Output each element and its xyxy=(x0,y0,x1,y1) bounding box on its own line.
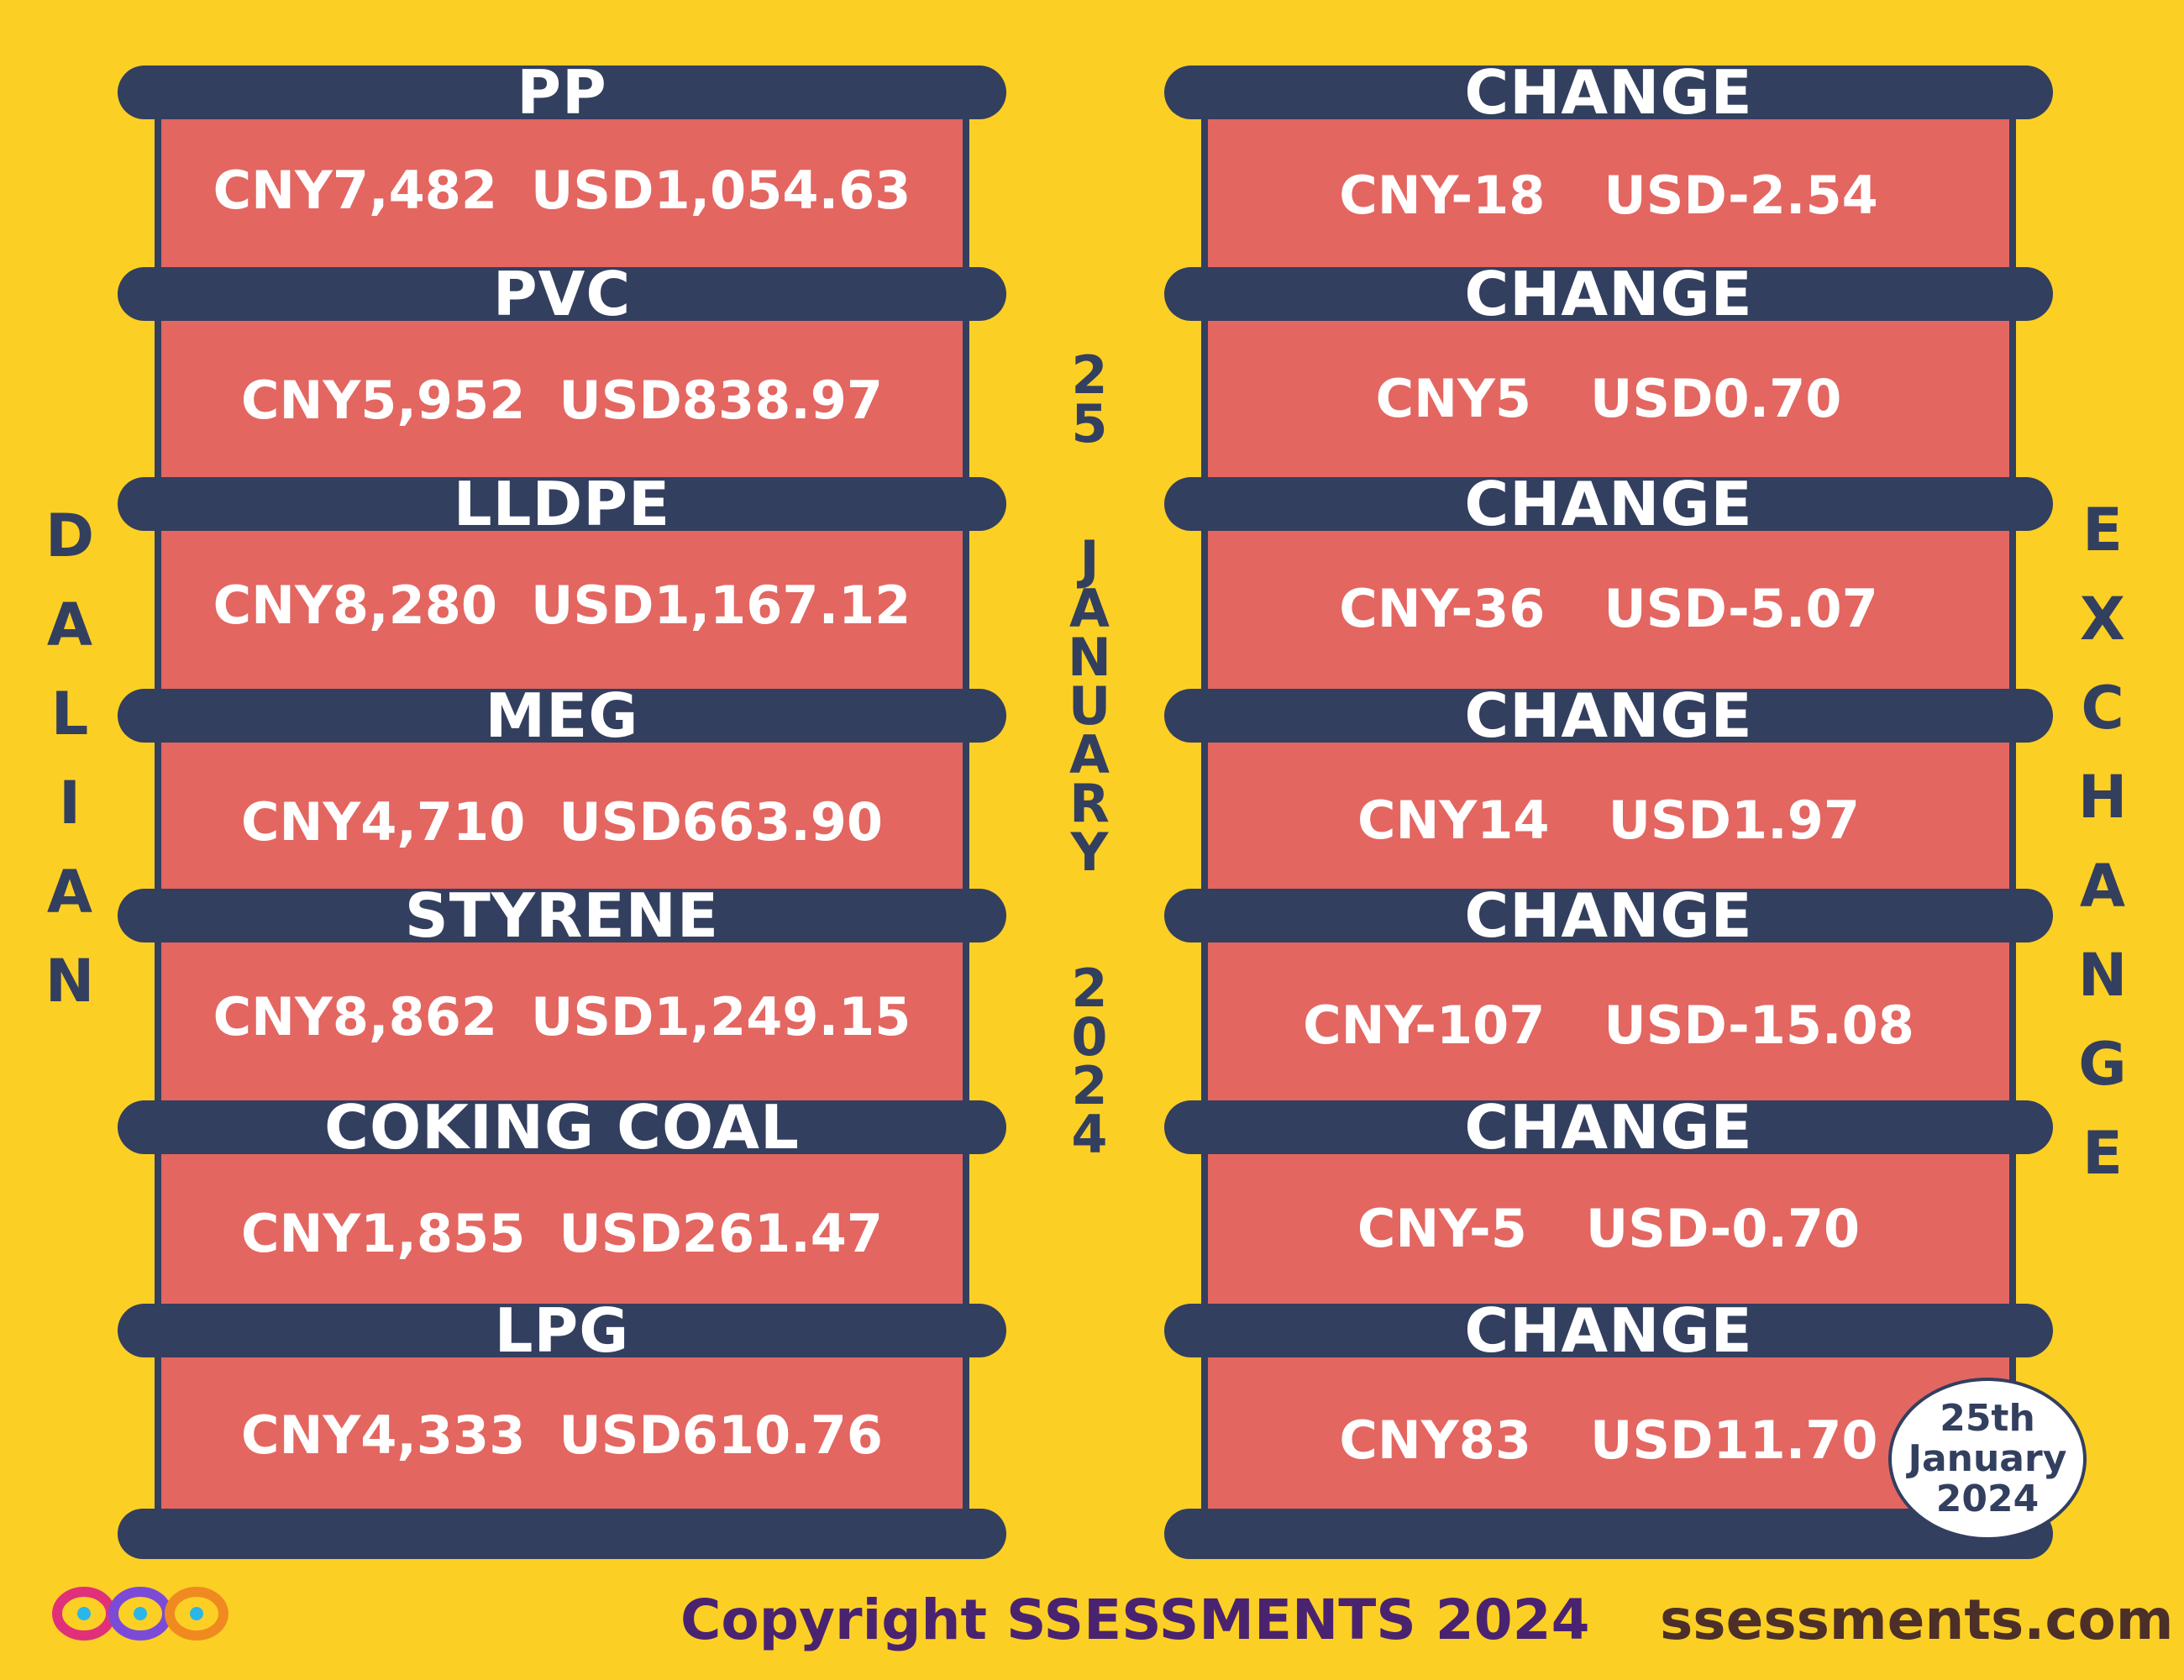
change-panel: CNY83 USD11.70 xyxy=(1201,1357,2016,1509)
change-cny: CNY-107 xyxy=(1303,995,1546,1056)
date-char: R xyxy=(1069,773,1110,834)
price-usd: USD261.47 xyxy=(559,1203,884,1264)
dalian-letter: I xyxy=(58,769,81,837)
change-usd: USD-15.08 xyxy=(1604,995,1914,1056)
change-usd: USD11.70 xyxy=(1590,1410,1878,1471)
change-header: CHANGE xyxy=(1164,474,2053,534)
date-char: 2 xyxy=(1071,958,1108,1019)
change-usd: USD0.70 xyxy=(1590,368,1842,429)
product-header-lpg: LPG xyxy=(118,1300,1006,1361)
price-cny: CNY4,710 xyxy=(240,791,526,853)
product-header-meg: MEG xyxy=(118,685,1006,746)
change-panel: CNY-107 USD-15.08 xyxy=(1201,942,2016,1100)
product-header-pvc: PVC xyxy=(118,264,1006,324)
change-header: CHANGE xyxy=(1164,885,2053,946)
change-panel: CNY-18 USD-2.54 xyxy=(1201,119,2016,267)
date-vertical-label: 2 5 J A N U A R Y 2 0 2 4 xyxy=(1060,344,1119,1165)
exchange-letter: E xyxy=(2082,496,2123,564)
price-panel-lldpe: CNY8,280 USD1,167.12 xyxy=(155,531,969,689)
exchange-vertical-label: E X C H A N G E xyxy=(2073,486,2132,1198)
date-char: 2 xyxy=(1071,344,1108,406)
price-cny: CNY8,862 xyxy=(213,986,497,1047)
date-badge-day: 25th xyxy=(1940,1397,2035,1440)
change-usd: USD-5.07 xyxy=(1604,578,1878,639)
price-panel-coking-coal: CNY1,855 USD261.47 xyxy=(155,1154,969,1304)
change-usd: USD1.97 xyxy=(1608,790,1860,851)
date-spacer xyxy=(1060,449,1119,536)
price-panel-meg: CNY4,710 USD663.90 xyxy=(155,743,969,889)
change-usd: USD-0.70 xyxy=(1585,1198,1861,1259)
exchange-letter: E xyxy=(2082,1119,2123,1188)
date-badge-year: 2024 xyxy=(1935,1478,2040,1520)
date-char: J xyxy=(1079,529,1100,591)
price-cny: CNY8,280 xyxy=(213,575,497,636)
change-panel: CNY-5 USD-0.70 xyxy=(1201,1154,2016,1304)
change-cny: CNY14 xyxy=(1357,790,1550,851)
price-usd: USD663.90 xyxy=(559,791,884,853)
change-header: CHANGE xyxy=(1164,1097,2053,1158)
exchange-letter: C xyxy=(2081,674,2124,743)
change-cny: CNY-18 xyxy=(1339,165,1546,226)
price-panel-pp: CNY7,482 USD1,054.63 xyxy=(155,119,969,267)
dalian-letter: A xyxy=(46,591,93,659)
price-cny: CNY7,482 xyxy=(213,160,497,221)
product-header-pp: PP xyxy=(118,62,1006,123)
dalian-vertical-label: D A L I A N xyxy=(40,491,99,1026)
date-char: U xyxy=(1068,675,1111,737)
date-badge-month: January xyxy=(1908,1437,2067,1480)
dalian-letter: N xyxy=(45,947,95,1016)
price-panel-pvc: CNY5,952 USD838.97 xyxy=(155,321,969,477)
date-char: 2 xyxy=(1071,1055,1108,1116)
dalian-letter: L xyxy=(50,680,89,748)
date-badge: 25th January 2024 xyxy=(1888,1378,2087,1541)
exchange-letter: H xyxy=(2077,763,2128,832)
change-header: CHANGE xyxy=(1164,685,2053,746)
price-panel-lpg: CNY4,333 USD610.76 xyxy=(155,1357,969,1509)
website-link[interactable]: ssessments.com xyxy=(1660,1588,2174,1652)
bottom-band xyxy=(118,1509,1006,1559)
exchange-letter: N xyxy=(2077,941,2128,1010)
change-cny: CNY5 xyxy=(1375,368,1531,429)
date-char: A xyxy=(1069,578,1110,639)
date-char: 0 xyxy=(1071,1006,1108,1068)
change-header: CHANGE xyxy=(1164,62,2053,123)
price-usd: USD838.97 xyxy=(559,370,884,431)
price-usd: USD1,249.15 xyxy=(531,986,911,1047)
exchange-letter: X xyxy=(2080,585,2125,654)
price-panel-styrene: CNY8,862 USD1,249.15 xyxy=(155,942,969,1100)
date-char: 5 xyxy=(1071,393,1108,454)
change-cny: CNY-5 xyxy=(1357,1198,1527,1259)
change-header: CHANGE xyxy=(1164,1300,2053,1361)
date-spacer xyxy=(1060,877,1119,964)
product-header-coking-coal: COKING COAL xyxy=(118,1097,1006,1158)
product-header-lldpe: LLDPE xyxy=(118,474,1006,534)
price-usd: USD1,167.12 xyxy=(531,575,911,636)
exchange-letter: A xyxy=(2079,852,2126,921)
change-cny: CNY83 xyxy=(1339,1410,1531,1471)
date-char: 4 xyxy=(1071,1104,1108,1165)
change-panel: CNY-36 USD-5.07 xyxy=(1201,531,2016,689)
price-usd: USD1,054.63 xyxy=(531,160,911,221)
change-usd: USD-2.54 xyxy=(1604,165,1878,226)
change-cny: CNY-36 xyxy=(1339,578,1546,639)
product-header-styrene: STYRENE xyxy=(118,885,1006,946)
price-cny: CNY4,333 xyxy=(240,1404,526,1466)
exchange-letter: G xyxy=(2078,1030,2127,1099)
changes-column: CHANGE CNY-18 USD-2.54 CHANGE CNY5 USD0.70… xyxy=(1164,62,2053,1561)
dalian-letter: D xyxy=(45,501,95,570)
price-cny: CNY1,855 xyxy=(240,1203,526,1264)
change-panel: CNY5 USD0.70 xyxy=(1201,321,2016,477)
change-header: CHANGE xyxy=(1164,264,2053,324)
dalian-letter: A xyxy=(46,858,93,927)
bottom-band xyxy=(1164,1509,2053,1559)
infinity-loops-logo-icon xyxy=(50,1584,230,1646)
copyright-text: Copyright SSESSMENTS 2024 xyxy=(680,1588,1590,1652)
date-char: Y xyxy=(1070,822,1109,883)
price-cny: CNY5,952 xyxy=(240,370,526,431)
date-char: N xyxy=(1068,627,1111,688)
change-panel: CNY14 USD1.97 xyxy=(1201,743,2016,889)
prices-column: PP CNY7,482 USD1,054.63 PVC CNY5,952 USD83… xyxy=(118,62,1006,1561)
price-usd: USD610.76 xyxy=(559,1404,884,1466)
date-char: A xyxy=(1069,724,1110,785)
